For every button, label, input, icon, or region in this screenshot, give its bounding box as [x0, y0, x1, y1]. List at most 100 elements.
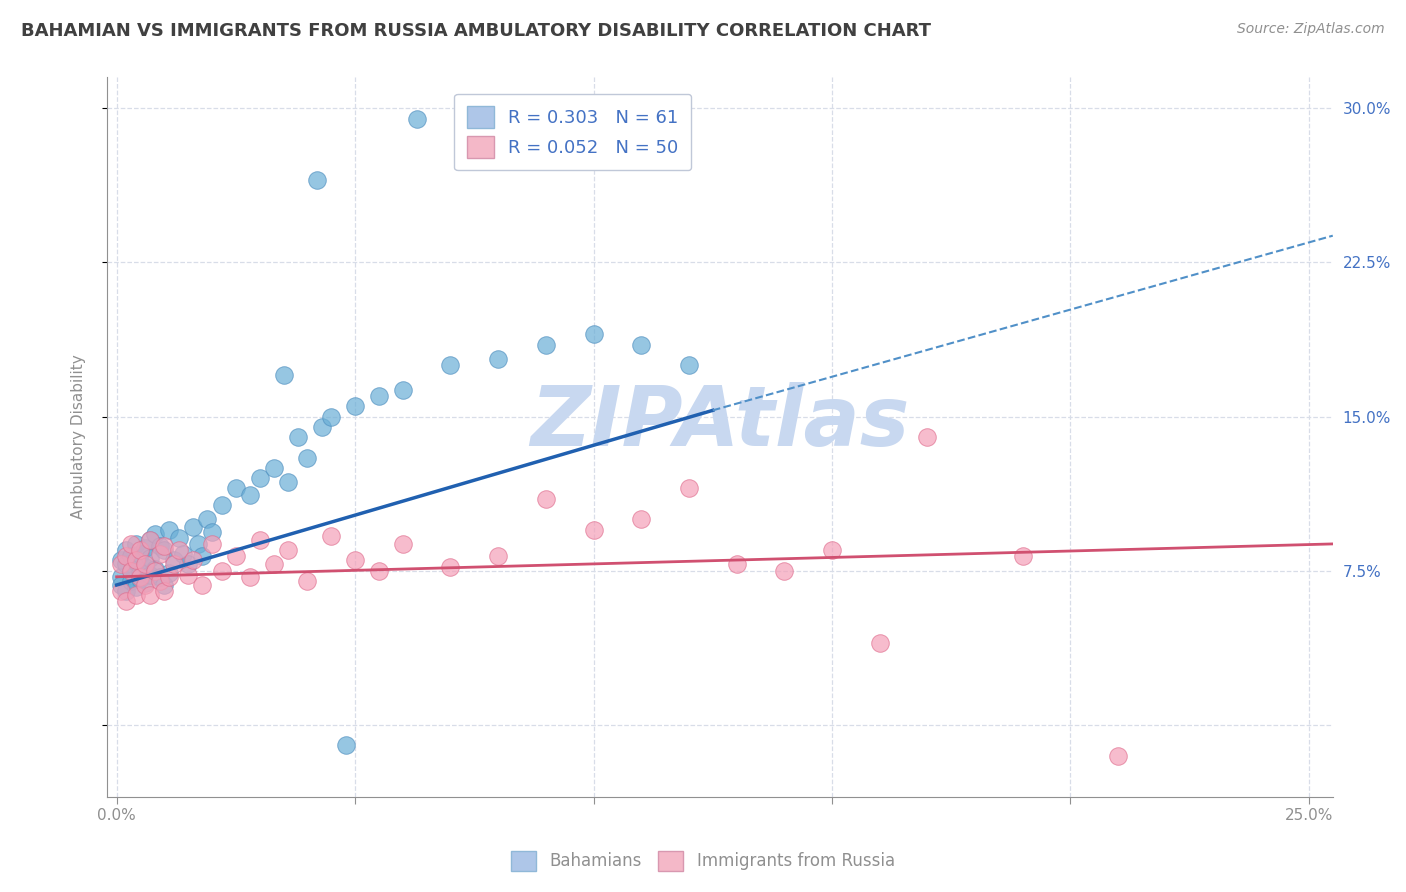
- Point: [297, 574, 319, 588]
- Point: [439, 358, 461, 372]
- Point: [120, 564, 142, 578]
- Point: [115, 558, 138, 572]
- Point: [277, 475, 299, 490]
- Point: [167, 543, 190, 558]
- Point: [630, 337, 652, 351]
- Point: [157, 570, 180, 584]
- Point: [110, 558, 132, 572]
- Point: [115, 543, 138, 558]
- Point: [139, 551, 162, 566]
- Point: [191, 549, 214, 564]
- Point: [277, 543, 299, 558]
- Point: [115, 584, 138, 599]
- Point: [139, 533, 162, 547]
- Text: BAHAMIAN VS IMMIGRANTS FROM RUSSIA AMBULATORY DISABILITY CORRELATION CHART: BAHAMIAN VS IMMIGRANTS FROM RUSSIA AMBUL…: [21, 22, 931, 40]
- Point: [120, 564, 142, 578]
- Point: [129, 572, 152, 586]
- Point: [129, 566, 152, 580]
- Point: [391, 383, 413, 397]
- Point: [148, 574, 170, 588]
- Point: [139, 533, 162, 547]
- Point: [143, 561, 166, 575]
- Point: [191, 578, 214, 592]
- Point: [211, 498, 233, 512]
- Point: [181, 553, 204, 567]
- Point: [148, 570, 170, 584]
- Point: [225, 482, 247, 496]
- Legend: Bahamians, Immigrants from Russia: Bahamians, Immigrants from Russia: [503, 842, 903, 880]
- Point: [263, 558, 285, 572]
- Point: [678, 358, 700, 372]
- Point: [148, 547, 170, 561]
- Point: [110, 584, 132, 599]
- Point: [143, 526, 166, 541]
- Point: [110, 553, 132, 567]
- Point: [321, 409, 343, 424]
- Point: [134, 559, 156, 574]
- Point: [172, 547, 194, 561]
- Point: [110, 570, 132, 584]
- Point: [110, 578, 132, 592]
- Point: [125, 588, 148, 602]
- Point: [211, 564, 233, 578]
- Point: [678, 482, 700, 496]
- Point: [115, 594, 138, 608]
- Point: [134, 541, 156, 555]
- Point: [115, 549, 138, 564]
- Point: [1011, 549, 1033, 564]
- Point: [534, 337, 557, 351]
- Text: Source: ZipAtlas.com: Source: ZipAtlas.com: [1237, 22, 1385, 37]
- Point: [335, 739, 357, 753]
- Point: [139, 567, 162, 582]
- Point: [148, 539, 170, 553]
- Point: [201, 524, 224, 539]
- Point: [311, 419, 333, 434]
- Point: [153, 543, 176, 558]
- Point: [177, 567, 200, 582]
- Point: [287, 430, 309, 444]
- Point: [129, 570, 152, 584]
- Point: [486, 549, 509, 564]
- Point: [125, 580, 148, 594]
- Point: [177, 558, 200, 572]
- Point: [163, 553, 186, 567]
- Point: [181, 520, 204, 534]
- Point: [321, 529, 343, 543]
- Point: [821, 543, 844, 558]
- Point: [120, 574, 142, 588]
- Point: [368, 389, 391, 403]
- Y-axis label: Ambulatory Disability: Ambulatory Disability: [72, 355, 86, 519]
- Point: [773, 564, 796, 578]
- Point: [630, 512, 652, 526]
- Point: [273, 368, 295, 383]
- Point: [167, 531, 190, 545]
- Point: [125, 556, 148, 570]
- Point: [201, 537, 224, 551]
- Point: [195, 512, 218, 526]
- Point: [263, 461, 285, 475]
- Point: [582, 327, 605, 342]
- Point: [153, 539, 176, 553]
- Point: [129, 543, 152, 558]
- Point: [406, 112, 429, 126]
- Point: [129, 547, 152, 561]
- Point: [239, 487, 262, 501]
- Point: [344, 553, 367, 567]
- Point: [143, 564, 166, 578]
- Point: [163, 558, 186, 572]
- Point: [153, 578, 176, 592]
- Point: [869, 635, 891, 649]
- Point: [534, 491, 557, 506]
- Point: [120, 549, 142, 564]
- Point: [225, 549, 247, 564]
- Point: [368, 564, 391, 578]
- Text: ZIPAtlas: ZIPAtlas: [530, 382, 910, 463]
- Point: [249, 533, 271, 547]
- Point: [582, 523, 605, 537]
- Point: [134, 576, 156, 591]
- Point: [439, 559, 461, 574]
- Point: [120, 537, 142, 551]
- Point: [917, 430, 939, 444]
- Point: [725, 558, 748, 572]
- Point: [249, 471, 271, 485]
